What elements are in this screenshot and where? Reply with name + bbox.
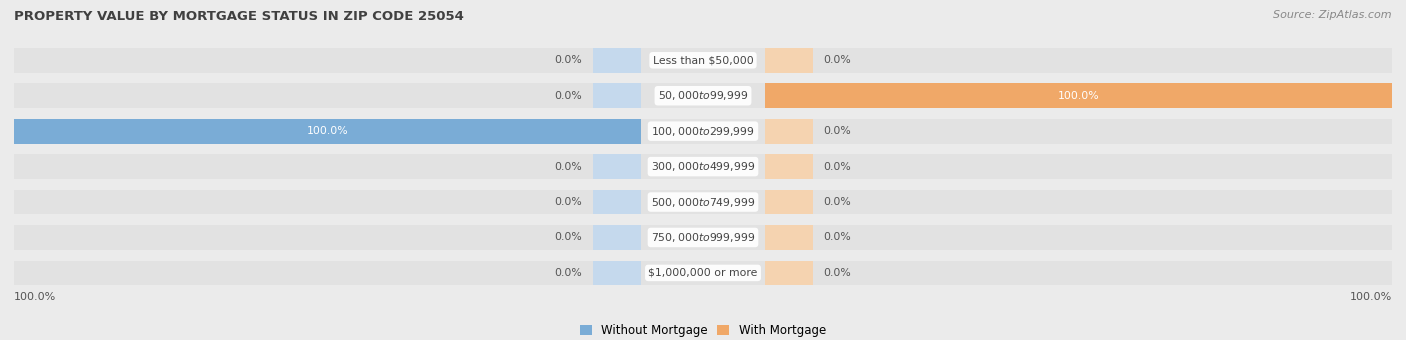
Text: $100,000 to $299,999: $100,000 to $299,999 [651,125,755,138]
Text: 0.0%: 0.0% [555,233,582,242]
Text: 0.0%: 0.0% [824,55,851,65]
Bar [14,154,1392,179]
Bar [593,225,641,250]
Text: 0.0%: 0.0% [555,91,582,101]
Text: $1,000,000 or more: $1,000,000 or more [648,268,758,278]
Bar [765,83,1392,108]
Text: $300,000 to $499,999: $300,000 to $499,999 [651,160,755,173]
Bar [765,154,813,179]
Text: PROPERTY VALUE BY MORTGAGE STATUS IN ZIP CODE 25054: PROPERTY VALUE BY MORTGAGE STATUS IN ZIP… [14,10,464,23]
Bar [593,48,641,73]
Bar [765,48,813,73]
Bar [765,190,813,215]
Text: 100.0%: 100.0% [1057,91,1099,101]
Text: Less than $50,000: Less than $50,000 [652,55,754,65]
Bar [14,119,1392,143]
Bar [14,48,1392,73]
Text: $750,000 to $999,999: $750,000 to $999,999 [651,231,755,244]
Text: Source: ZipAtlas.com: Source: ZipAtlas.com [1274,10,1392,20]
Text: 0.0%: 0.0% [824,162,851,172]
Bar [14,119,641,143]
Bar [593,83,641,108]
Text: $50,000 to $99,999: $50,000 to $99,999 [658,89,748,102]
Text: 0.0%: 0.0% [824,197,851,207]
Bar [593,190,641,215]
Text: 0.0%: 0.0% [555,197,582,207]
Bar [765,119,813,143]
Text: 100.0%: 100.0% [14,292,56,302]
Text: 0.0%: 0.0% [824,233,851,242]
Text: $500,000 to $749,999: $500,000 to $749,999 [651,195,755,208]
Text: 0.0%: 0.0% [555,268,582,278]
Bar [14,225,1392,250]
Text: 100.0%: 100.0% [307,126,349,136]
Text: 0.0%: 0.0% [555,162,582,172]
Bar [765,225,813,250]
Bar [14,190,1392,215]
Bar [14,260,1392,285]
Text: 0.0%: 0.0% [555,55,582,65]
Bar [765,260,813,285]
Text: 0.0%: 0.0% [824,268,851,278]
Bar [593,260,641,285]
Text: 0.0%: 0.0% [824,126,851,136]
Bar [593,154,641,179]
Legend: Without Mortgage, With Mortgage: Without Mortgage, With Mortgage [575,319,831,340]
Bar [14,83,1392,108]
Text: 100.0%: 100.0% [1350,292,1392,302]
